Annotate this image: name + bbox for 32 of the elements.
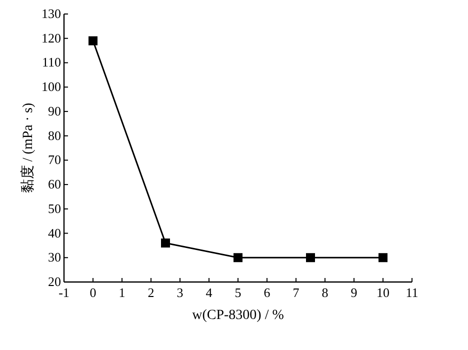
x-tick-label: 4 bbox=[206, 285, 213, 300]
x-tick-label: 7 bbox=[292, 285, 300, 300]
y-tick-label: 110 bbox=[42, 54, 61, 70]
point bbox=[234, 253, 242, 262]
y-tick-label: 80 bbox=[48, 128, 61, 143]
y-tick-label: 130 bbox=[42, 6, 61, 21]
point bbox=[378, 253, 388, 262]
point bbox=[88, 36, 98, 46]
x-tick-label: 9 bbox=[350, 285, 358, 300]
point bbox=[161, 238, 170, 248]
x-tick-label: 5 bbox=[234, 285, 242, 300]
y-tick-label: 120 bbox=[42, 30, 61, 46]
x-tick-label: 3 bbox=[176, 285, 184, 300]
x-tick-label: 2 bbox=[148, 285, 154, 300]
x-tick-label: 6 bbox=[264, 285, 271, 300]
point bbox=[306, 253, 315, 262]
y-tick-label: 20 bbox=[48, 274, 61, 289]
y-tick-label: 30 bbox=[48, 250, 61, 265]
x-tick-label: 1 bbox=[118, 285, 126, 300]
x-tick-label: 10 bbox=[376, 285, 390, 300]
x-tick-label: 11 bbox=[406, 285, 418, 300]
y-tick-label: 100 bbox=[42, 79, 61, 94]
y-tick-label: 50 bbox=[48, 200, 61, 216]
y-tick-label: 60 bbox=[48, 176, 61, 192]
x-tick-label: 0 bbox=[90, 285, 96, 300]
x-axis-title: w(CP-8300) / % bbox=[192, 308, 284, 323]
y-tick-label: 40 bbox=[48, 225, 61, 240]
y-tick-label: 70 bbox=[48, 152, 61, 168]
x-tick-label: -1 bbox=[58, 285, 70, 300]
y-axis-title: 黏度 / (mPa · s) bbox=[20, 102, 36, 194]
y-tick-label: 90 bbox=[48, 103, 61, 118]
x-tick-label: 8 bbox=[322, 285, 328, 300]
